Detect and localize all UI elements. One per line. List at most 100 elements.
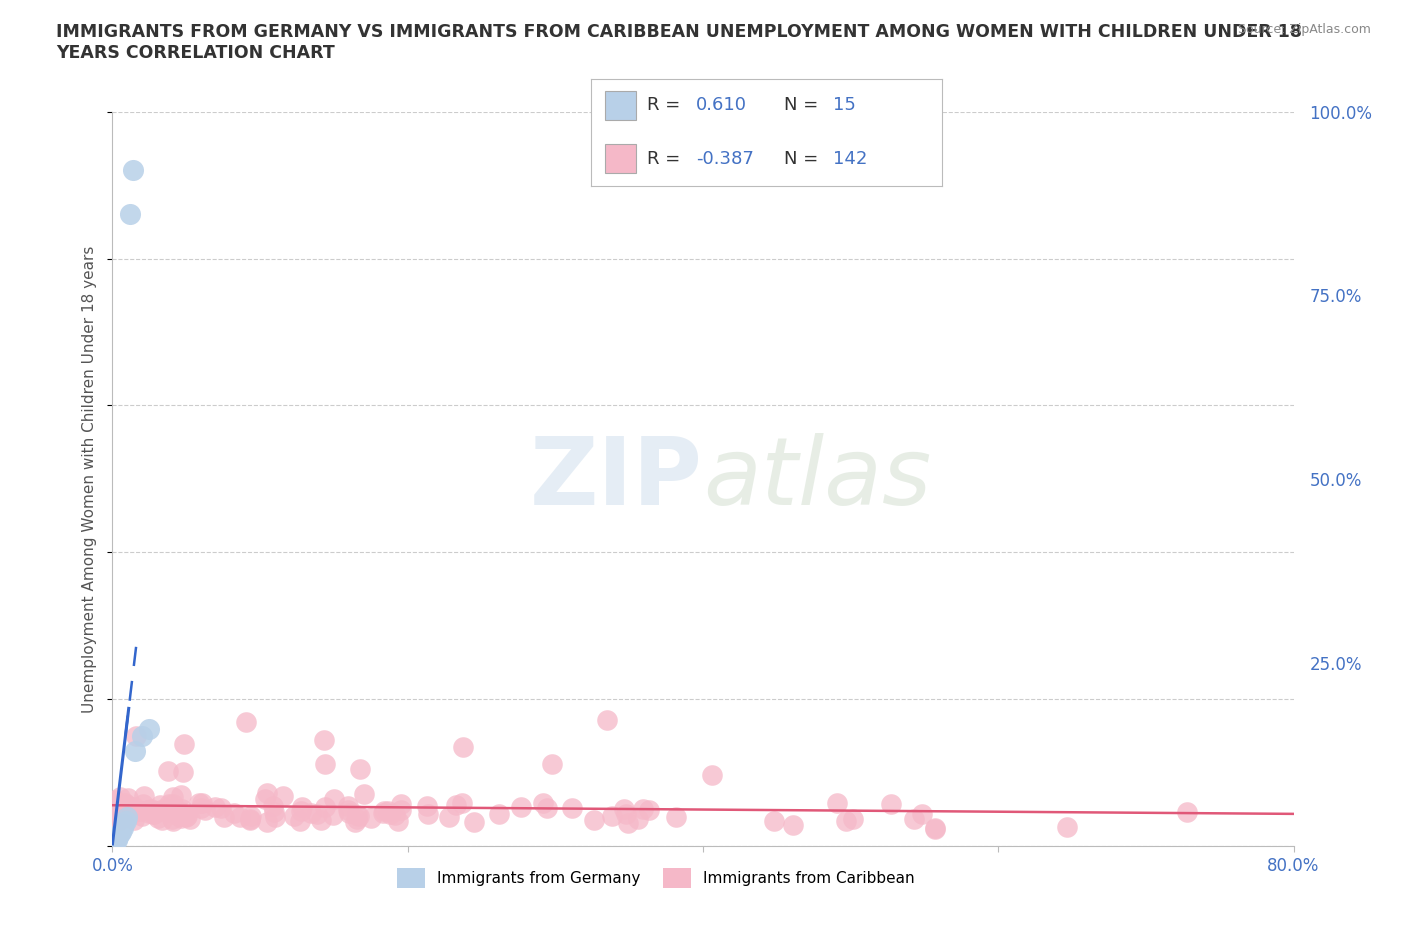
Text: 15: 15 xyxy=(832,96,856,114)
Point xyxy=(626,812,648,827)
Point xyxy=(378,807,401,822)
Point xyxy=(173,737,195,751)
Point xyxy=(561,801,583,816)
Point xyxy=(120,207,142,222)
Point xyxy=(122,812,145,827)
Point xyxy=(835,814,858,829)
Point xyxy=(162,813,184,828)
Point xyxy=(880,797,903,812)
Point xyxy=(105,809,128,824)
Point xyxy=(149,804,172,818)
Point xyxy=(614,807,637,822)
Point xyxy=(104,810,127,825)
Point xyxy=(170,788,193,803)
Point xyxy=(124,743,146,758)
Point xyxy=(531,795,554,810)
Point xyxy=(1175,804,1198,819)
Point xyxy=(108,813,131,828)
Point xyxy=(373,804,395,818)
Point xyxy=(156,764,179,778)
Point xyxy=(125,728,148,743)
Point xyxy=(141,801,163,816)
Point xyxy=(117,804,139,818)
Point xyxy=(617,816,640,830)
Text: R =: R = xyxy=(647,150,686,167)
Point xyxy=(104,792,127,807)
Point xyxy=(136,803,159,817)
Point xyxy=(209,801,232,816)
Point xyxy=(118,807,141,822)
Point xyxy=(150,813,173,828)
Point xyxy=(129,804,152,818)
Point xyxy=(104,836,127,851)
Point xyxy=(842,811,865,826)
Point xyxy=(309,813,332,828)
Point xyxy=(114,801,136,816)
Point xyxy=(613,802,636,817)
Point xyxy=(536,801,558,816)
Point xyxy=(138,805,160,820)
Point xyxy=(111,820,134,835)
Point xyxy=(312,732,335,747)
Point xyxy=(762,814,785,829)
Point xyxy=(114,795,136,810)
Point xyxy=(700,768,723,783)
Point xyxy=(107,806,129,821)
Point xyxy=(103,838,125,853)
Point xyxy=(142,806,165,821)
Point xyxy=(825,795,848,810)
Point xyxy=(290,814,312,829)
Point xyxy=(162,806,184,821)
Point xyxy=(903,812,925,827)
Point xyxy=(371,805,394,820)
Text: atlas: atlas xyxy=(703,433,931,525)
Point xyxy=(322,791,344,806)
Point xyxy=(360,810,382,825)
Point xyxy=(108,790,131,804)
Point xyxy=(488,806,510,821)
Point xyxy=(105,833,128,848)
Point xyxy=(179,811,201,826)
Point xyxy=(157,797,180,812)
Point xyxy=(107,830,129,845)
Point xyxy=(162,790,184,804)
Point xyxy=(131,729,153,744)
Point xyxy=(782,817,804,832)
Point xyxy=(152,802,174,817)
Point xyxy=(263,804,285,819)
Point xyxy=(162,804,184,818)
Point xyxy=(240,809,263,824)
Point xyxy=(337,805,360,820)
Point xyxy=(162,802,184,817)
Point xyxy=(299,805,322,820)
Point xyxy=(172,764,194,779)
Point xyxy=(453,739,475,754)
Point xyxy=(191,796,214,811)
Text: -0.387: -0.387 xyxy=(696,150,754,167)
Point xyxy=(167,809,190,824)
Point xyxy=(122,163,145,178)
Point xyxy=(112,801,135,816)
Point xyxy=(337,803,360,817)
Point xyxy=(124,800,146,815)
Point xyxy=(349,762,371,777)
Point xyxy=(256,786,278,801)
Point xyxy=(633,802,655,817)
Point xyxy=(389,803,412,817)
Point xyxy=(387,814,409,829)
Point xyxy=(108,805,131,820)
Point xyxy=(204,800,226,815)
Text: 142: 142 xyxy=(832,150,868,167)
Point xyxy=(212,809,235,824)
Point xyxy=(263,810,285,825)
Point xyxy=(101,807,124,822)
Point xyxy=(115,798,138,813)
Point xyxy=(142,804,165,818)
Text: N =: N = xyxy=(785,96,824,114)
Legend: Immigrants from Germany, Immigrants from Caribbean: Immigrants from Germany, Immigrants from… xyxy=(391,862,921,894)
Point xyxy=(540,756,562,771)
Point xyxy=(108,826,131,841)
Point xyxy=(463,815,485,830)
Point xyxy=(346,808,368,823)
Point xyxy=(112,817,135,831)
